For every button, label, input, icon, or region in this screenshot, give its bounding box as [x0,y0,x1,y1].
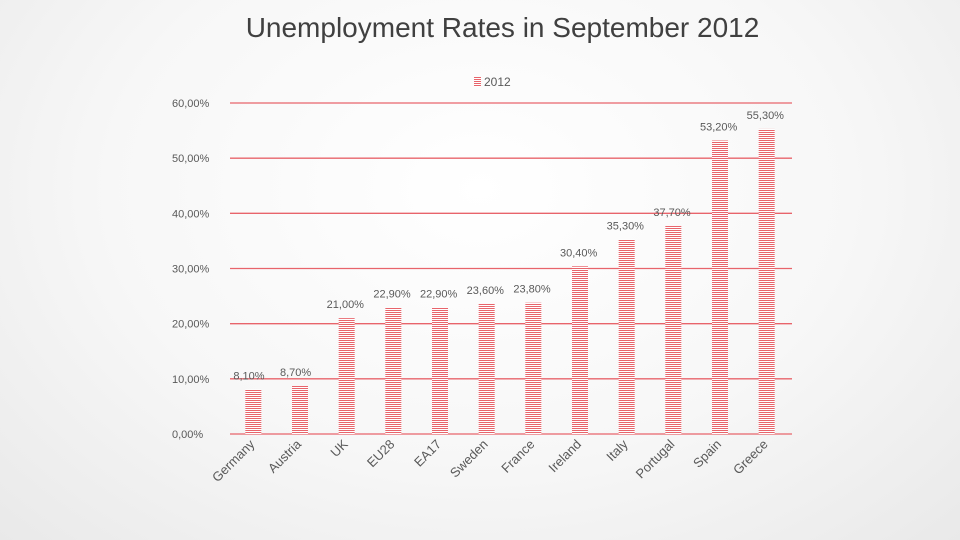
bar [245,389,262,434]
y-tick-label: 50,00% [172,153,210,165]
x-tick-label: France [498,437,537,476]
y-tick-label: 60,00% [172,98,210,110]
x-tick-label: Spain [690,437,724,471]
bar [292,386,308,434]
bar [758,128,775,434]
x-tick-label: EA17 [411,437,444,470]
legend: 2012 [474,75,511,89]
bar [385,307,402,434]
legend-label: 2012 [484,75,511,89]
x-tick-label: Ireland [545,437,584,476]
data-label: 23,60% [467,285,505,297]
bar [665,226,682,434]
data-label: 30,40% [560,247,598,259]
data-label: 22,90% [373,289,411,301]
y-tick-label: 0,00% [172,429,203,441]
x-tick-label: EU28 [364,437,398,471]
x-tick-label: UK [327,436,351,460]
y-tick-label: 20,00% [172,319,210,331]
data-label: 35,30% [607,220,645,232]
data-label: 37,70% [653,207,691,219]
bar [712,140,728,434]
bar [525,302,542,434]
data-label: 23,80% [513,284,551,296]
y-tick-label: 40,00% [172,208,210,220]
chart-title: Unemployment Rates in September 2012 [245,12,760,43]
data-label: 22,90% [420,289,458,301]
bar [618,239,635,434]
data-label: 21,00% [327,299,365,311]
data-label: 53,20% [700,122,738,134]
x-tick-label: Germany [209,436,258,485]
data-label: 8,10% [233,370,264,382]
x-tick-label: Italy [603,436,631,464]
y-tick-label: 30,00% [172,264,210,276]
legend-swatch [474,77,481,87]
data-label: 8,70% [280,367,311,379]
bar [338,318,355,434]
x-tick-label: Greece [730,437,771,478]
bar [572,266,588,434]
y-tick-label: 10,00% [172,374,210,386]
data-label: 55,30% [747,110,785,122]
x-tick-label: Portugal [633,436,678,481]
bar [478,303,495,434]
bar [432,307,448,434]
x-tick-label: Sweden [447,437,491,481]
x-tick-label: Austria [265,436,305,476]
